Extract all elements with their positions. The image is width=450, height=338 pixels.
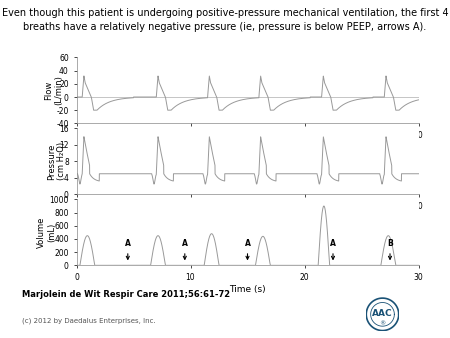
Y-axis label: Volume
(mL): Volume (mL) [37, 217, 56, 248]
Text: Marjolein de Wit Respir Care 2011;56:61-72: Marjolein de Wit Respir Care 2011;56:61-… [22, 290, 230, 299]
Y-axis label: Pressure
(cm H₂O): Pressure (cm H₂O) [47, 142, 66, 180]
X-axis label: Time (s): Time (s) [229, 285, 266, 294]
Text: A: A [330, 239, 336, 259]
Text: A: A [182, 239, 188, 259]
Y-axis label: Flow
(L/min): Flow (L/min) [44, 75, 63, 105]
Text: A: A [125, 239, 131, 259]
Text: (c) 2012 by Daedalus Enterprises, Inc.: (c) 2012 by Daedalus Enterprises, Inc. [22, 318, 156, 324]
Text: ®: ® [379, 321, 386, 326]
Text: Even though this patient is undergoing positive-pressure mechanical ventilation,: Even though this patient is undergoing p… [2, 8, 448, 32]
Text: AAC: AAC [372, 309, 393, 318]
Text: A: A [244, 239, 251, 259]
Text: B: B [387, 239, 393, 259]
